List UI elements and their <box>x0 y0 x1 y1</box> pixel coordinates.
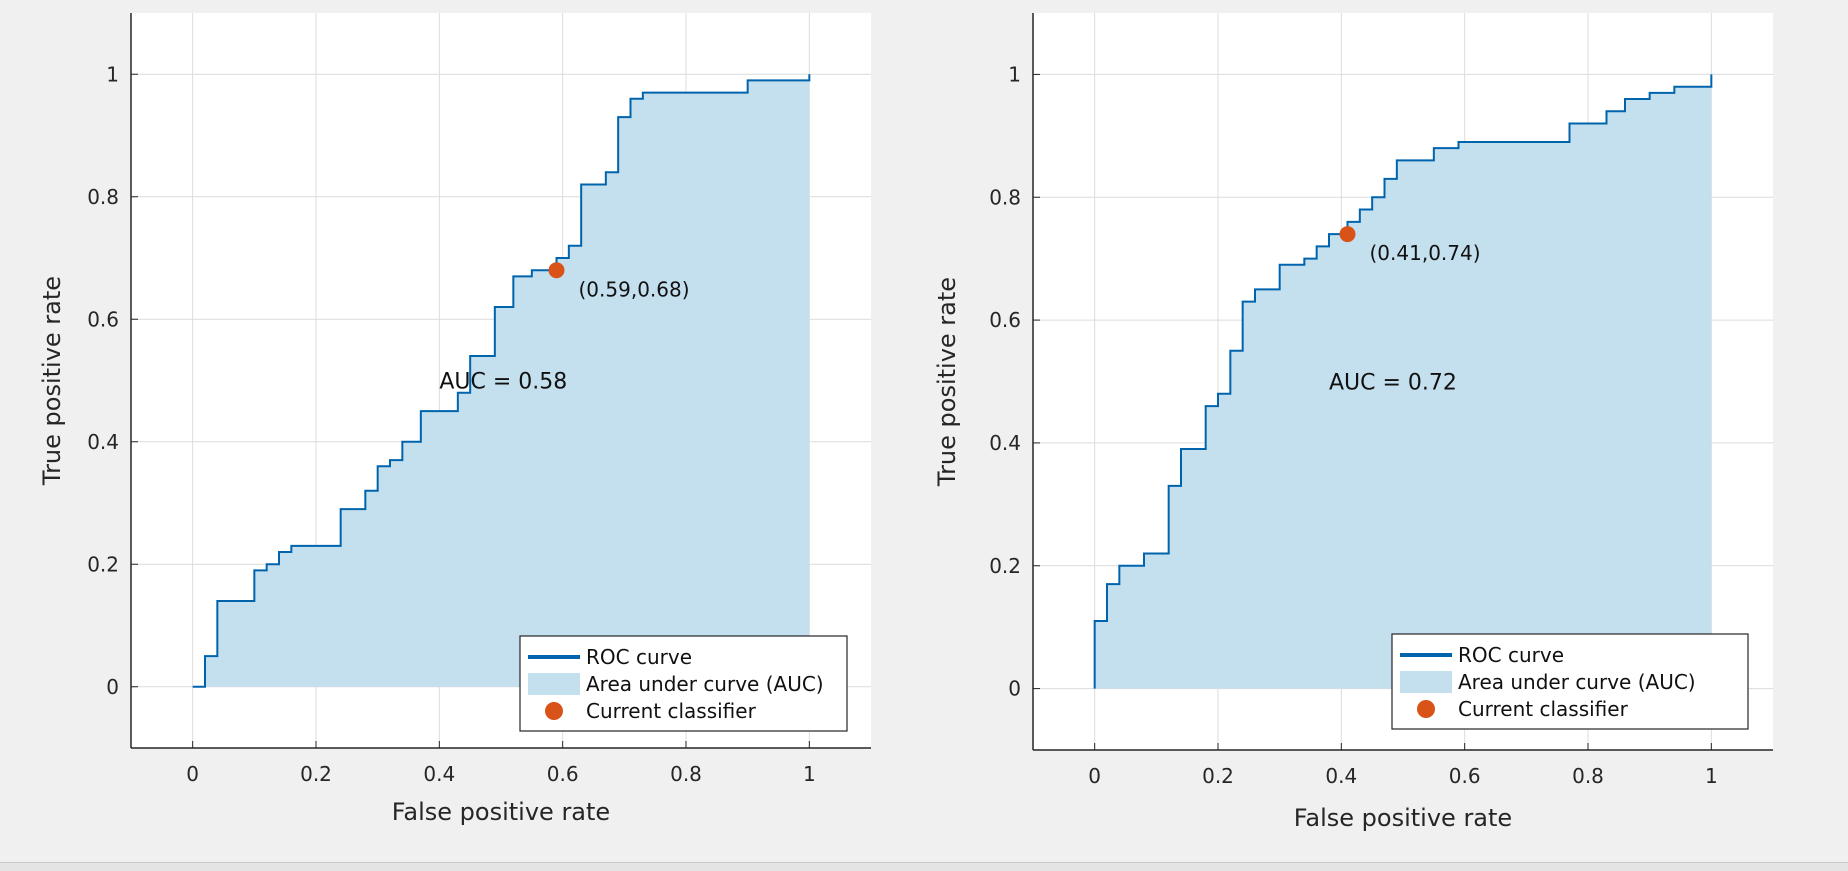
y-tick-label-3: 0.6 <box>87 307 119 331</box>
legend-marker-swatch <box>1417 700 1435 718</box>
roc-curve-line <box>192 74 811 688</box>
x-tick-label-2: 0.4 <box>423 762 455 786</box>
y-tick-label-2: 0.4 <box>87 430 119 454</box>
y-tick-label-4: 0.8 <box>989 185 1021 209</box>
current-classifier-label: (0.41,0.74) <box>1370 241 1481 265</box>
y-tick-label-0: 0 <box>106 675 119 699</box>
x-tick-label-5: 1 <box>1705 764 1718 788</box>
x-tick-label-4: 0.8 <box>1572 764 1604 788</box>
y-tick-label-5: 1 <box>1008 62 1021 86</box>
y-tick-label-3: 0.6 <box>989 308 1021 332</box>
y-tick-label-5: 1 <box>106 62 119 86</box>
auc-annotation: AUC = 0.72 <box>1329 371 1457 396</box>
current-classifier-marker <box>548 262 565 279</box>
legend-label-current-classifier: Current classifier <box>1458 697 1629 721</box>
y-tick-label-2: 0.4 <box>989 431 1021 455</box>
x-tick-label-5: 1 <box>803 762 816 786</box>
legend-label-current-classifier: Current classifier <box>586 699 757 723</box>
y-axis-label: True positive rate <box>933 277 961 487</box>
legend: ROC curve Area under curve (AUC) Current c… <box>519 635 848 732</box>
y-tick-label-1: 0.2 <box>989 554 1021 578</box>
auc-area <box>192 74 810 687</box>
y-tick-label-1: 0.2 <box>87 552 119 576</box>
auc-annotation: AUC = 0.58 <box>439 370 567 395</box>
legend-label-auc: Area under curve (AUC) <box>586 672 824 696</box>
y-tick-label-0: 0 <box>1008 677 1021 701</box>
x-tick-label-3: 0.6 <box>547 762 579 786</box>
x-tick-label-0: 0 <box>1088 764 1101 788</box>
current-classifier-marker <box>1339 226 1356 243</box>
x-axis-label: False positive rate <box>392 798 610 826</box>
y-axis-label: True positive rate <box>38 276 66 486</box>
legend-label-roc-curve: ROC curve <box>586 645 692 669</box>
y-tick-label-4: 0.8 <box>87 185 119 209</box>
legend-label-roc-curve: ROC curve <box>1458 643 1564 667</box>
x-tick-label-2: 0.4 <box>1325 764 1357 788</box>
legend-marker-swatch <box>545 702 563 720</box>
x-tick-label-1: 0.2 <box>300 762 332 786</box>
x-tick-label-4: 0.8 <box>670 762 702 786</box>
current-classifier-label: (0.59,0.68) <box>579 277 690 301</box>
auc-area <box>1094 74 1712 689</box>
legend-area-swatch <box>528 673 580 695</box>
roc-curve-line <box>1093 74 1713 689</box>
x-tick-label-0: 0 <box>186 762 199 786</box>
x-axis-label: False positive rate <box>1294 804 1512 832</box>
legend-area-swatch <box>1400 671 1452 693</box>
x-tick-label-3: 0.6 <box>1449 764 1481 788</box>
legend-label-auc: Area under curve (AUC) <box>1458 670 1696 694</box>
figure-bottom-strip <box>0 862 1848 871</box>
legend: ROC curve Area under curve (AUC) Current c… <box>1391 633 1749 730</box>
x-tick-label-1: 0.2 <box>1202 764 1234 788</box>
